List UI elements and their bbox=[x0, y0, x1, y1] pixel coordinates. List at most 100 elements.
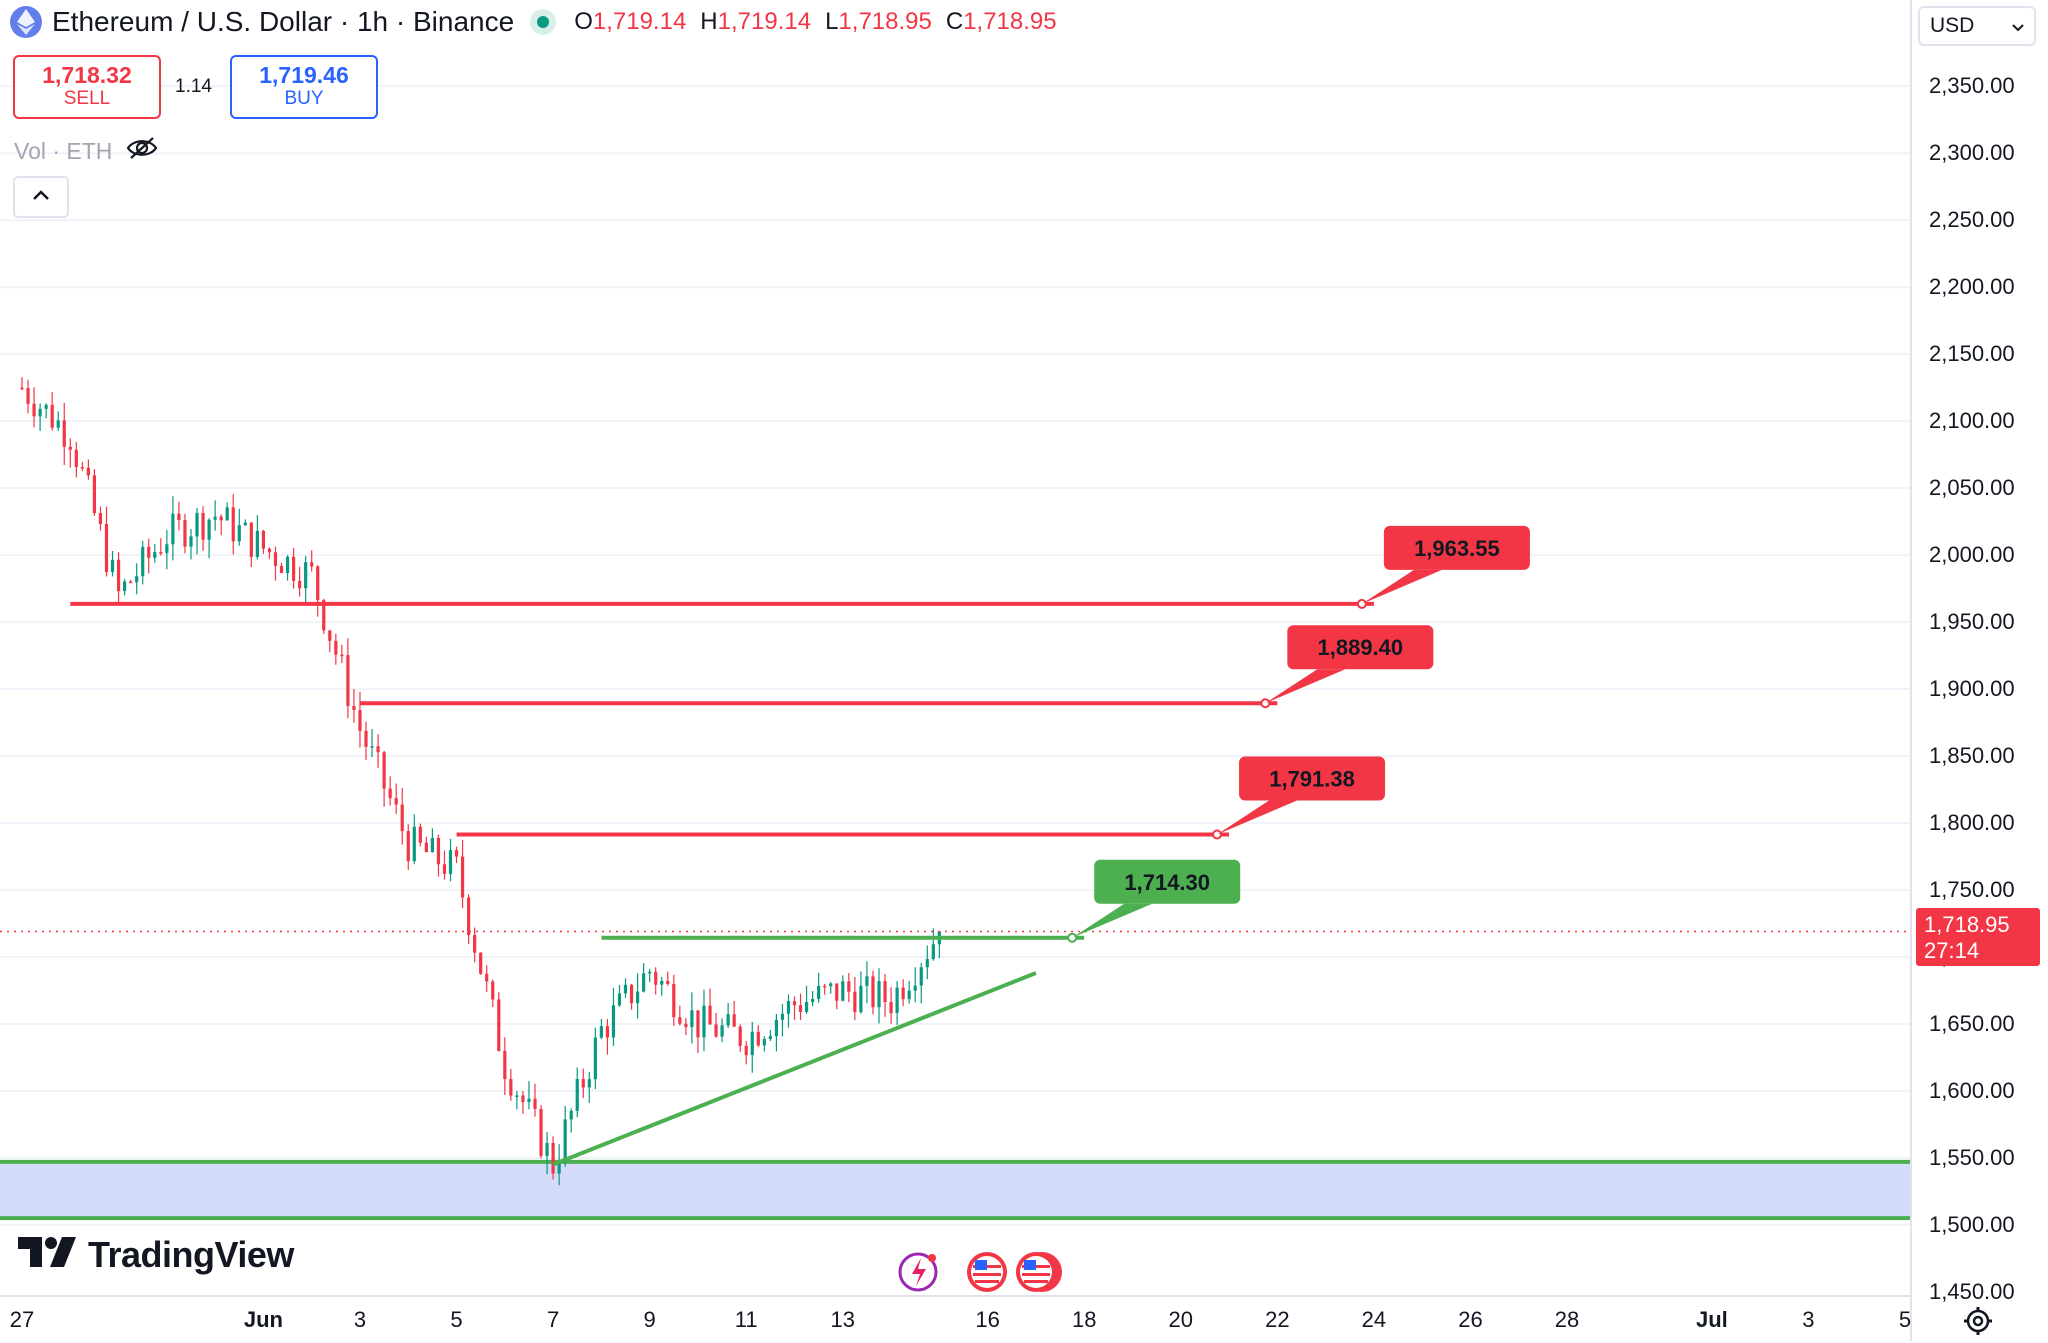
candle-body bbox=[92, 475, 97, 514]
candle-body bbox=[678, 1017, 682, 1024]
tradingview-logo[interactable]: TradingView bbox=[18, 1234, 294, 1276]
candle-body bbox=[448, 850, 453, 874]
buy-label: BUY bbox=[284, 88, 324, 109]
candle-body bbox=[388, 788, 392, 799]
ohlc-low-value: 1,718.95 bbox=[838, 8, 932, 35]
candle-body bbox=[485, 973, 489, 982]
candle-body bbox=[623, 984, 628, 994]
candle-body bbox=[44, 404, 48, 409]
candle-body bbox=[249, 522, 253, 557]
candle-body bbox=[110, 559, 115, 572]
candle-body bbox=[798, 1005, 803, 1012]
candle-body bbox=[672, 983, 676, 1018]
ohlc-high-label: H bbox=[700, 8, 718, 35]
candle-body bbox=[376, 746, 380, 753]
candle-body bbox=[829, 983, 833, 987]
candle-body bbox=[708, 1005, 712, 1025]
candle-body bbox=[279, 565, 284, 574]
gear-icon[interactable] bbox=[1962, 1305, 1994, 1342]
breakout-level-pointer bbox=[1072, 903, 1153, 938]
price-tick-label: 2,250.00 bbox=[1929, 207, 2015, 233]
us-flag-icon[interactable] bbox=[1016, 1252, 1062, 1292]
candle-body bbox=[213, 516, 217, 520]
time-tick-label: 5 bbox=[1898, 1307, 1912, 1332]
candle-body bbox=[931, 944, 935, 960]
candle-body bbox=[316, 566, 320, 601]
candle-body bbox=[412, 826, 416, 862]
candle-body bbox=[406, 831, 410, 862]
candle-body bbox=[666, 980, 670, 984]
chart-svg[interactable]: 1,963.55 1,889.40 1,791.38 1,714.30 bbox=[0, 0, 1910, 1295]
candle-body bbox=[479, 952, 483, 974]
time-tick-label: 13 bbox=[830, 1307, 856, 1332]
resistance-level-3-label: 1,791.38 bbox=[1269, 767, 1355, 792]
candle-body bbox=[762, 1039, 766, 1046]
chart-plot-area[interactable]: 1,963.55 1,889.40 1,791.38 1,714.30 bbox=[0, 0, 1910, 1295]
candle-body bbox=[726, 1014, 730, 1026]
spread-value: 1.14 bbox=[175, 76, 212, 97]
time-axis[interactable]: 27 Jun 3 5 7 9 11 13 16 18 20 22 24 26 28 Jul 3 5 bbox=[0, 1295, 1911, 1343]
support-trendline bbox=[552, 971, 1037, 1167]
candle-body bbox=[744, 1045, 748, 1056]
candle-body bbox=[310, 562, 314, 567]
time-tick-label: 28 bbox=[1554, 1307, 1580, 1332]
price-tick-label: 2,200.00 bbox=[1929, 274, 2015, 300]
candle-body bbox=[291, 556, 296, 581]
candle-body bbox=[32, 403, 36, 417]
market-status-icon bbox=[530, 9, 557, 35]
candle-body bbox=[823, 985, 827, 988]
candle-body bbox=[690, 1010, 694, 1028]
ohlc-values: O1,719.14 H1,719.14 L1,718.95 C1,718.95 bbox=[574, 8, 1056, 36]
currency-select[interactable]: USD bbox=[1918, 6, 2036, 46]
candle-body bbox=[153, 552, 157, 558]
candle-body bbox=[593, 1037, 597, 1080]
symbol-header: Ethereum / U.S. Dollar · 1h · Binance O1… bbox=[10, 6, 1057, 38]
candle-body bbox=[183, 520, 187, 547]
chart-events[interactable] bbox=[890, 1248, 1090, 1299]
lightning-icon[interactable] bbox=[898, 1252, 938, 1292]
candle-body bbox=[521, 1095, 525, 1103]
candle-body bbox=[424, 842, 428, 853]
candle-body bbox=[394, 798, 398, 805]
price-tick-label: 1,950.00 bbox=[1929, 609, 2015, 635]
buy-price: 1,719.46 bbox=[259, 62, 349, 88]
candle-body bbox=[654, 971, 658, 985]
time-tick-label: 9 bbox=[643, 1307, 656, 1332]
price-axis[interactable]: 2,350.00 2,300.00 2,250.00 2,200.00 2,150.00… bbox=[1910, 0, 2048, 1341]
candle-body bbox=[207, 519, 211, 540]
candle-body bbox=[80, 467, 84, 469]
current-price-tag: 1,718.95 27:14 bbox=[1916, 907, 2040, 966]
candle-body bbox=[430, 838, 434, 853]
us-flag-icon[interactable] bbox=[967, 1252, 1007, 1292]
candle-body bbox=[285, 556, 290, 574]
candle-body bbox=[298, 580, 302, 589]
resistance-level-2-pointer bbox=[1265, 669, 1346, 704]
candle-body bbox=[243, 522, 247, 526]
candle-body bbox=[575, 1079, 579, 1111]
buy-button[interactable]: 1,719.46 BUY bbox=[230, 55, 378, 119]
candle-body bbox=[141, 546, 145, 577]
sell-label: SELL bbox=[63, 88, 111, 109]
candle-body bbox=[201, 512, 205, 540]
candle-body bbox=[696, 1010, 700, 1038]
ohlc-close-label: C bbox=[945, 8, 964, 35]
resistance-level-1-label-box bbox=[1383, 525, 1530, 570]
eye-off-icon[interactable] bbox=[126, 136, 158, 166]
candle-body bbox=[261, 530, 266, 549]
collapse-legend-button[interactable] bbox=[13, 176, 69, 218]
candle-body bbox=[165, 544, 169, 554]
sell-button[interactable]: 1,718.32 SELL bbox=[13, 55, 161, 119]
time-tick-label: 3 bbox=[1802, 1307, 1815, 1332]
resistance-level-3-pointer bbox=[1217, 800, 1298, 835]
symbol-title[interactable]: Ethereum / U.S. Dollar · 1h · Binance bbox=[52, 6, 515, 37]
volume-legend: Vol · ETH bbox=[14, 136, 158, 166]
price-tick-label: 2,100.00 bbox=[1929, 408, 2015, 434]
ohlc-open-value: 1,719.14 bbox=[592, 8, 687, 35]
candle-body bbox=[219, 516, 223, 521]
candle-body bbox=[467, 897, 471, 936]
candle-body bbox=[503, 1050, 507, 1080]
candle-body bbox=[104, 524, 109, 572]
tradingview-logo-icon bbox=[18, 1234, 76, 1276]
candle-body bbox=[418, 826, 422, 843]
candle-body bbox=[811, 998, 815, 1003]
